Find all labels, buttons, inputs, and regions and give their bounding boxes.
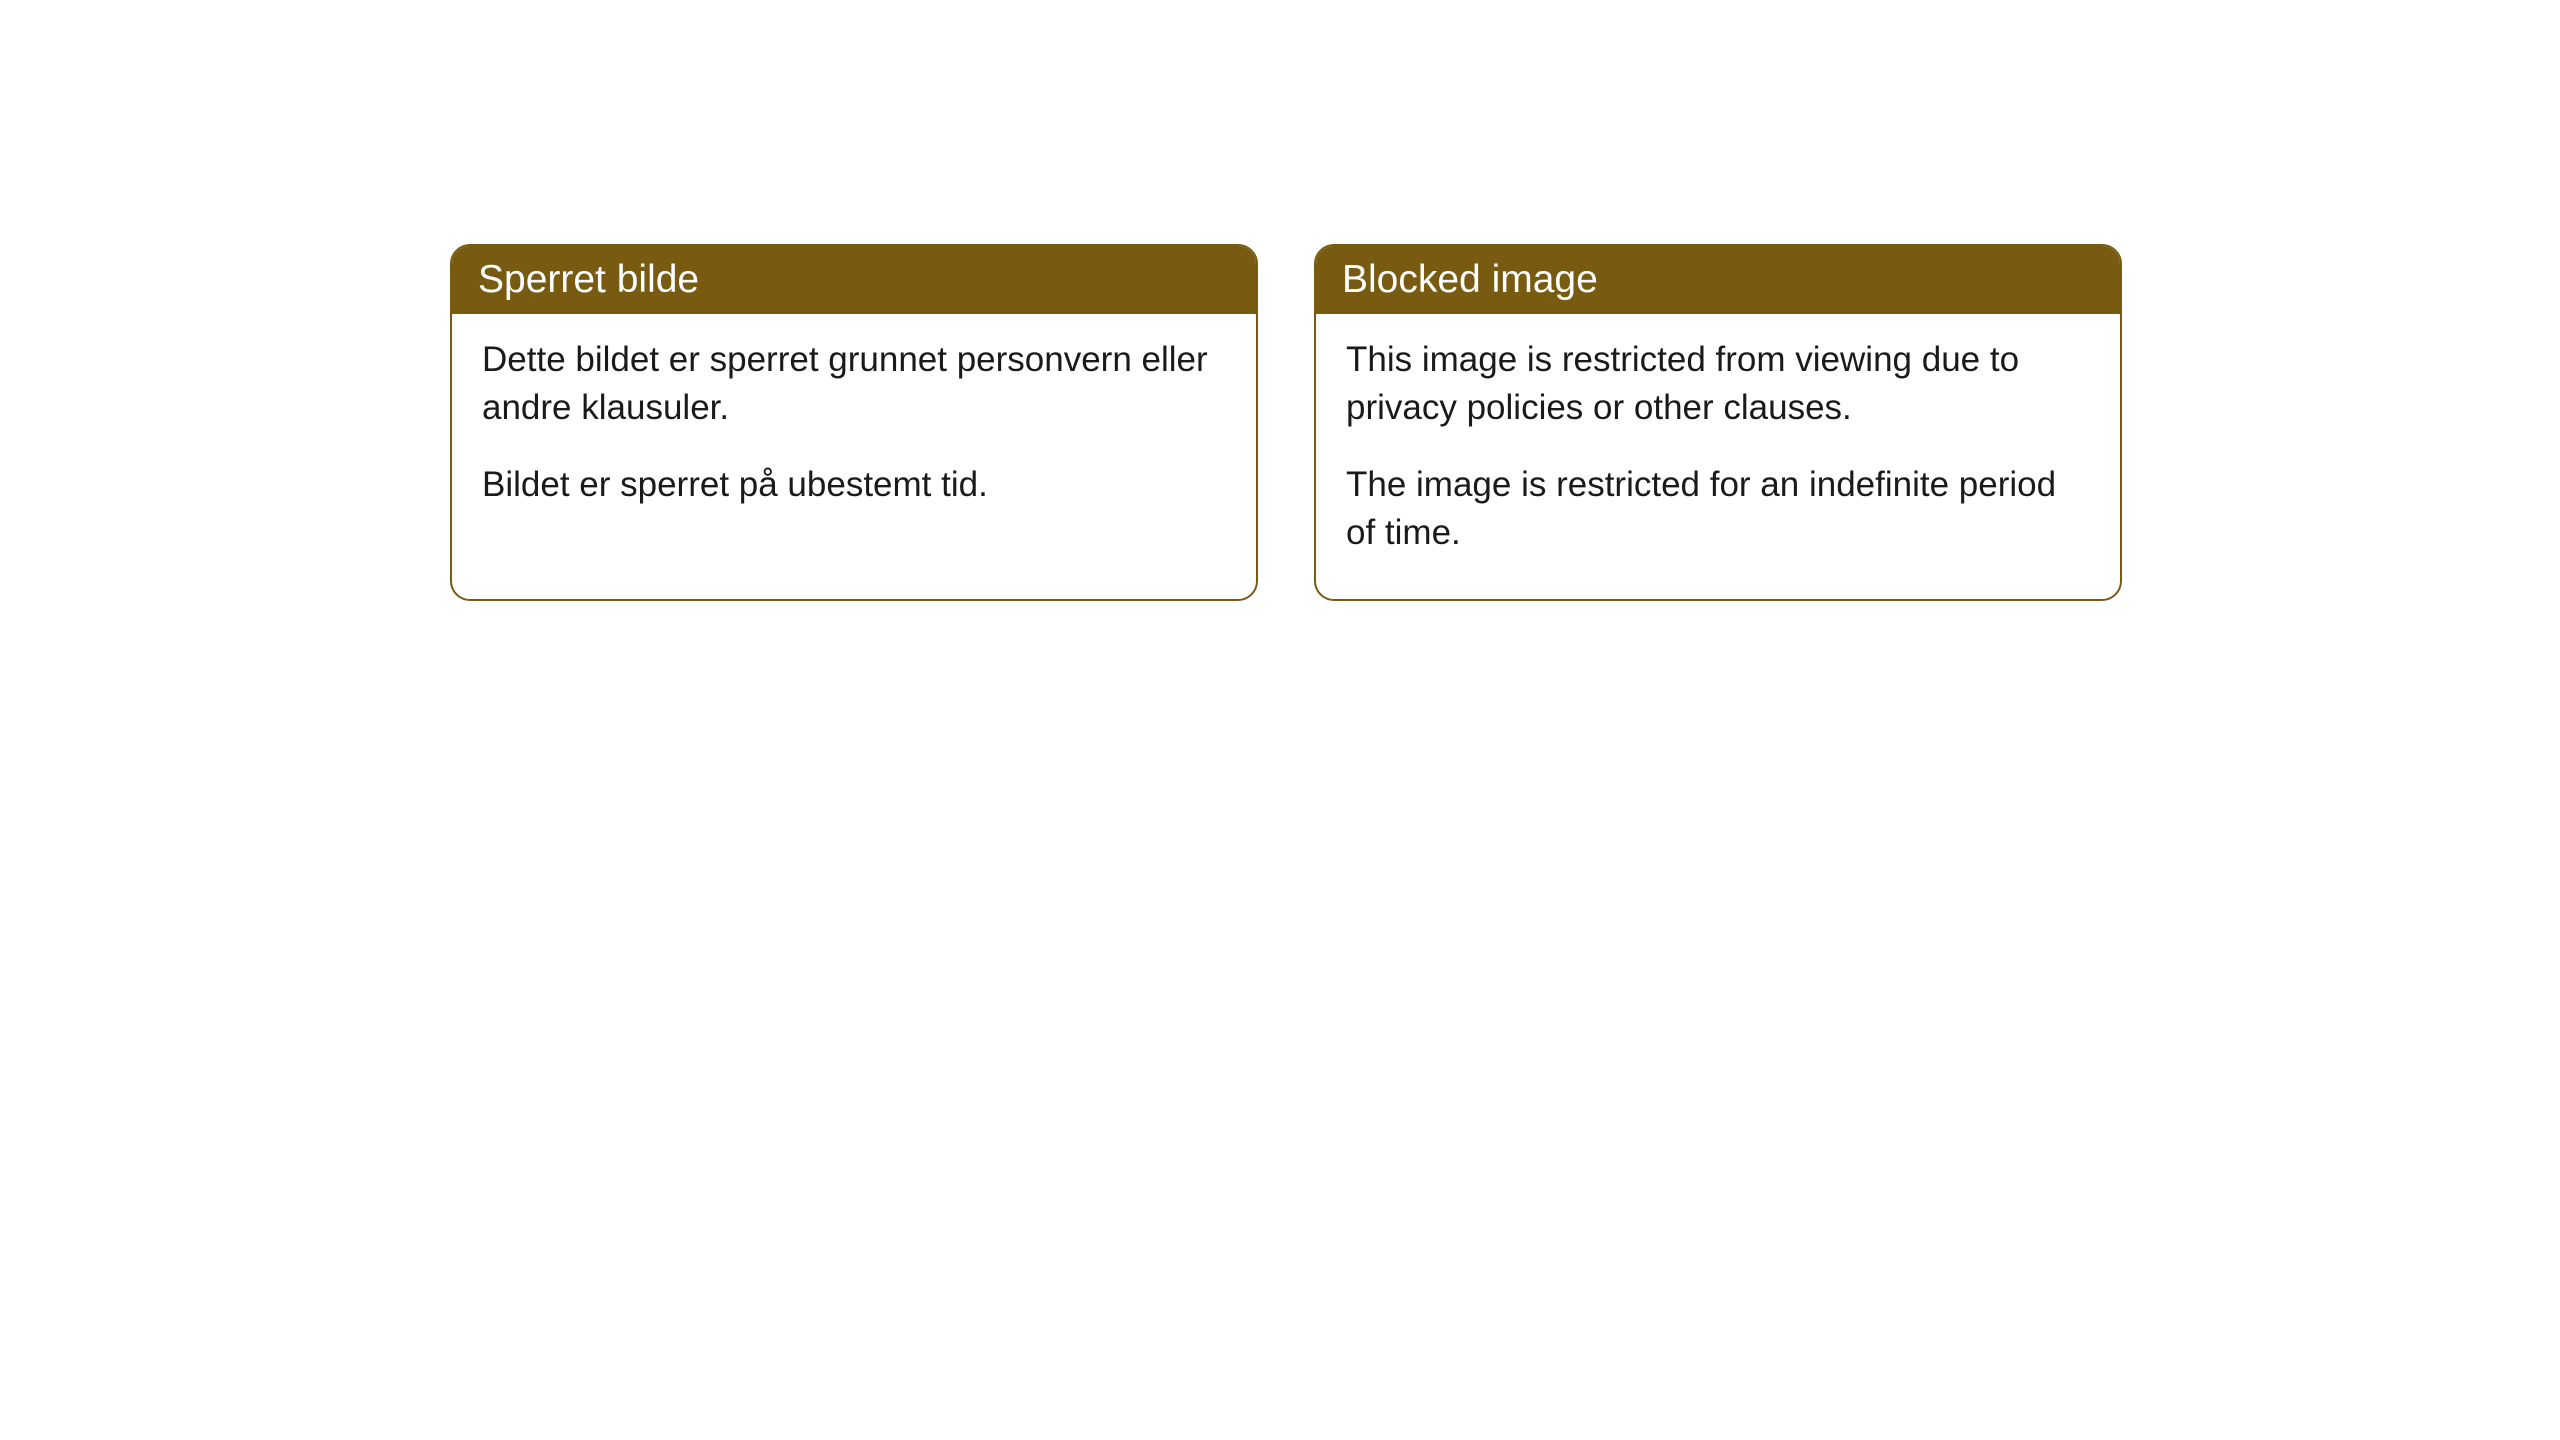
card-paragraph: Dette bildet er sperret grunnet personve… [482,336,1226,433]
card-title: Sperret bilde [478,258,699,301]
card-header: Blocked image [1316,246,2120,314]
card-header: Sperret bilde [452,246,1256,314]
card-body: This image is restricted from viewing du… [1316,314,2120,599]
card-paragraph: This image is restricted from viewing du… [1346,336,2090,433]
card-body: Dette bildet er sperret grunnet personve… [452,314,1256,551]
card-paragraph: Bildet er sperret på ubestemt tid. [482,461,1226,509]
card-title: Blocked image [1342,258,1598,301]
card-paragraph: The image is restricted for an indefinit… [1346,461,2090,558]
notice-card-english: Blocked image This image is restricted f… [1314,244,2122,601]
cards-container: Sperret bilde Dette bildet er sperret gr… [450,244,2122,601]
notice-card-norwegian: Sperret bilde Dette bildet er sperret gr… [450,244,1258,601]
